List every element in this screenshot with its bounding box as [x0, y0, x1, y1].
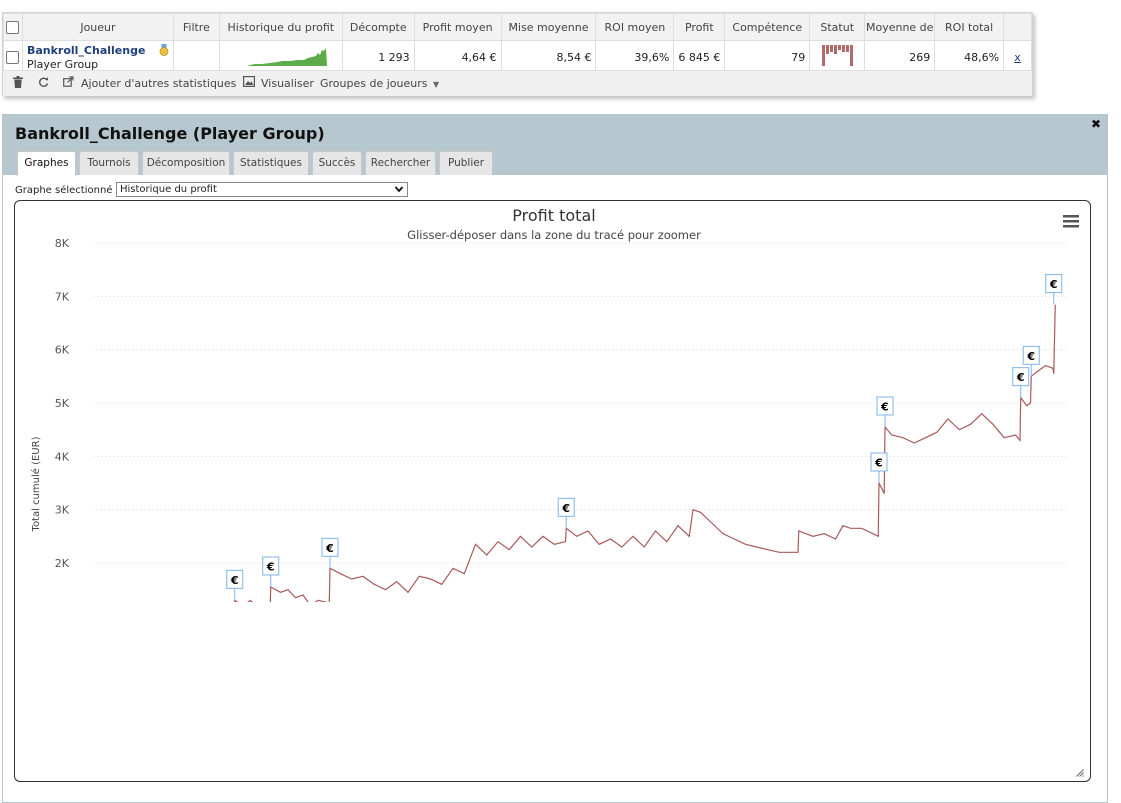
y-axis-label: Total cumulé (EUR)	[30, 436, 42, 532]
flag-euro-glyph: €	[1016, 371, 1025, 384]
profit-chart[interactable]: Profit total Glisser-déposer dans la zone…	[1, 2, 1101, 602]
y-tick-label: 6K	[55, 344, 70, 357]
hamburger-icon[interactable]	[1063, 215, 1079, 228]
hamburger-bar	[1063, 225, 1079, 228]
y-tick-label: 7K	[55, 290, 70, 303]
flag-euro-glyph: €	[1026, 350, 1035, 363]
player-group-window: Bankroll_Challenge (Player Group) ✖ Grap…	[2, 114, 1108, 803]
resize-handle-icon[interactable]	[1076, 769, 1084, 777]
y-tick-label: 8K	[55, 237, 70, 250]
y-tick-label: 5K	[55, 397, 70, 410]
flag-euro-glyph: €	[325, 542, 334, 555]
euro-flag-icon[interactable]: €	[322, 538, 338, 568]
flag-euro-glyph: €	[880, 401, 889, 414]
flag-euro-glyph: €	[266, 561, 275, 574]
euro-flag-icon[interactable]: €	[263, 557, 279, 587]
hamburger-bar	[1063, 220, 1079, 223]
chart-frame: Profit total Glisser-déposer dans la zone…	[14, 200, 1091, 782]
chart-title: Profit total	[512, 206, 595, 225]
euro-flag-icon[interactable]: €	[1046, 275, 1062, 305]
flag-euro-glyph: €	[874, 457, 883, 470]
flag-euro-glyph: €	[1049, 278, 1058, 291]
euro-flag-icon[interactable]: €	[227, 570, 243, 600]
hamburger-bar	[1063, 215, 1079, 218]
chart-subtitle: Glisser-déposer dans la zone du tracé po…	[407, 228, 701, 242]
euro-flag-icon[interactable]: €	[1013, 368, 1029, 398]
flag-euro-glyph: €	[561, 502, 570, 515]
euro-flag-icon[interactable]: €	[877, 397, 893, 427]
y-tick-label: 4K	[55, 450, 70, 463]
y-tick-label: 3K	[55, 504, 70, 517]
euro-flag-icon[interactable]: €	[558, 498, 574, 528]
y-tick-label: 2K	[55, 557, 70, 570]
flag-euro-glyph: €	[230, 574, 239, 587]
